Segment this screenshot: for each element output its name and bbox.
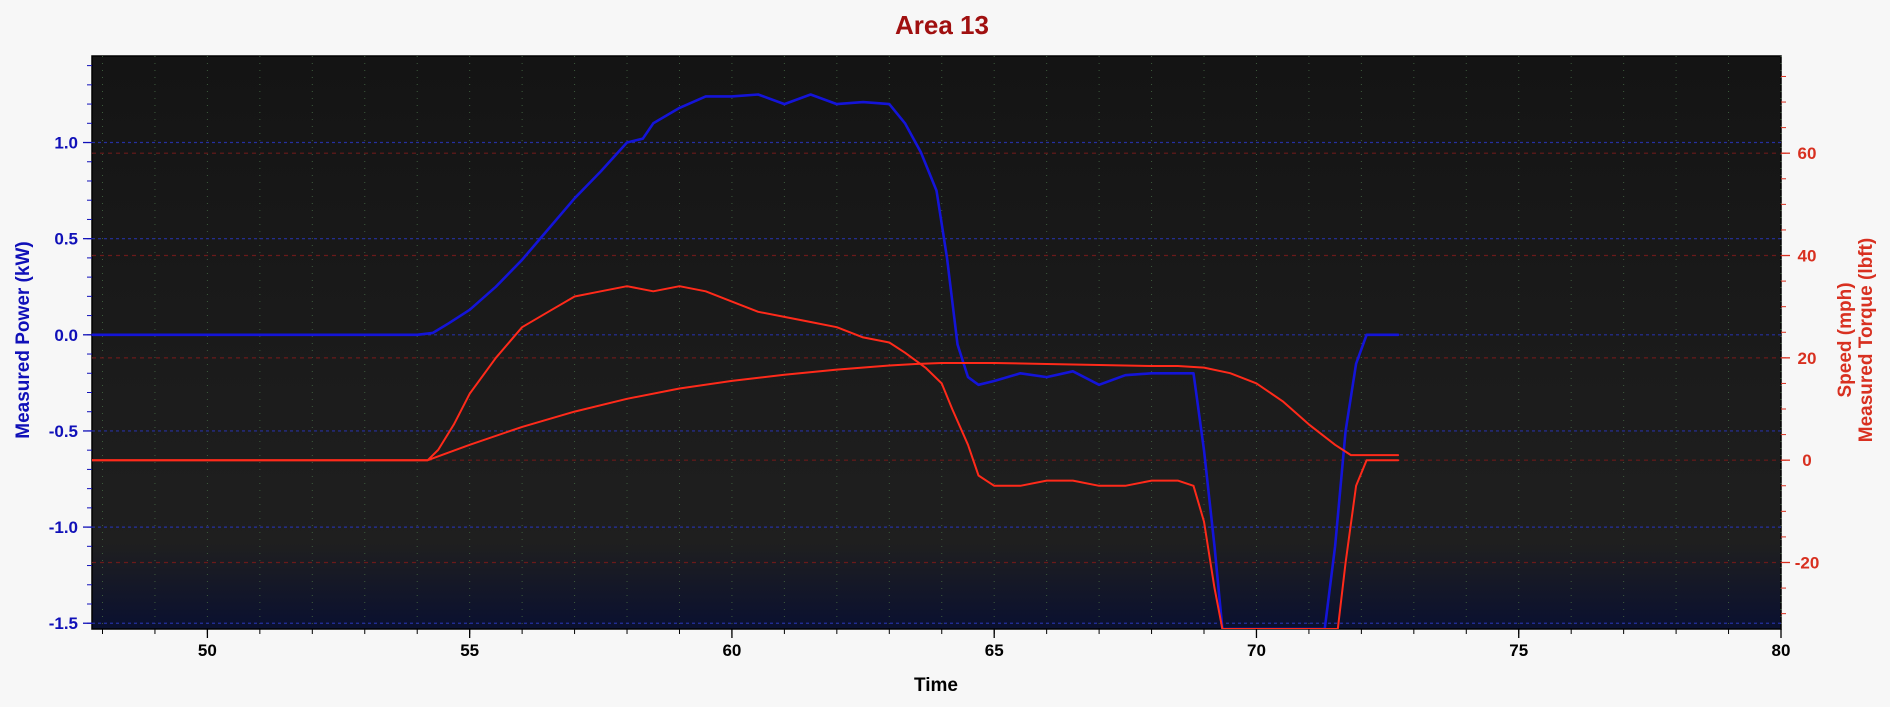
tick-labels: 50 55 60 65 70 75 80 1.0 0.5 0.0 -0.5 -1.0 -1.5 60 40 2… [49,134,1820,660]
ticks [83,65,1790,638]
y-right-tick-label: -20 [1795,553,1820,572]
y-right-tick-label: 20 [1798,349,1817,368]
y-left-tick-label: -1.0 [49,518,78,537]
y-right-tick-label: 40 [1798,247,1817,266]
y-left-tick-label: -0.5 [49,422,78,441]
x-tick-label: 80 [1772,641,1791,660]
series-line-power [92,93,1400,629]
y-axis-label-left: Measured Power (kW) [13,241,34,438]
y-left-tick-label: -1.5 [49,614,78,633]
y-axis-label-right-torque: Measured Torque (lbft) [1856,238,1877,442]
y-right-tick-label: 0 [1802,451,1811,470]
chart-title: Area 13 [895,10,989,40]
x-tick-label: 75 [1509,641,1528,660]
y-right-tick-label: 60 [1798,144,1817,163]
x-tick-label: 55 [460,641,479,660]
series-line-speed [92,362,1400,462]
y-left-tick-label: 0.5 [54,230,78,249]
y-axis-label-right-speed: Speed (mph) [1835,282,1856,397]
series-line-torque [92,285,1400,629]
x-tick-label: 60 [722,641,741,660]
series-group [92,93,1400,629]
x-tick-label: 50 [198,641,217,660]
x-axis-label: Time [914,675,958,696]
y-left-tick-label: 0.0 [54,326,78,345]
plot-background [91,55,1782,630]
x-tick-label: 65 [985,641,1004,660]
y-left-tick-label: 1.0 [54,134,78,153]
x-tick-label: 70 [1247,641,1266,660]
